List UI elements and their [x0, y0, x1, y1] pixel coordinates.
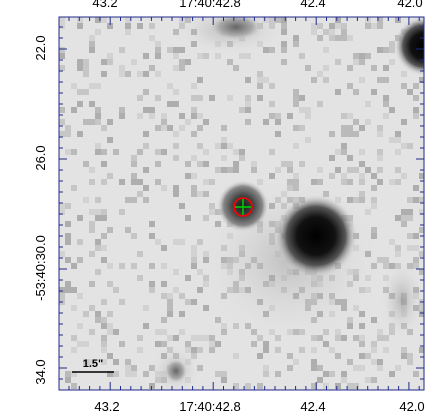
- target-cross-marker: [235, 199, 251, 215]
- x-tick-label-top: 43.2: [92, 0, 117, 10]
- faint-source: [380, 260, 424, 340]
- x-tick-label: 43.2: [94, 399, 119, 414]
- x-tick-label: 42.0: [399, 399, 424, 414]
- bright-source: [274, 194, 358, 278]
- faint-source: [208, 17, 264, 41]
- faint-source: [164, 358, 188, 384]
- x-tick-label-top: 17:40:42.8: [179, 0, 240, 10]
- y-tick-label: 34.0: [33, 359, 48, 384]
- sky-image: [59, 17, 424, 390]
- x-tick-label: 17:40:42.8: [179, 399, 240, 414]
- x-tick-label: 42.4: [300, 399, 325, 414]
- scale-bar-label: 1.5": [83, 358, 104, 370]
- y-tick-label: 26.0: [33, 145, 48, 170]
- x-tick-label-top: 42.0: [397, 0, 422, 10]
- y-tick-label: -53:40:30.0: [33, 235, 48, 301]
- edge-source: [394, 17, 424, 76]
- y-tick-label: 22.0: [33, 35, 48, 60]
- target-circle-marker: [233, 197, 253, 217]
- x-tick-label-top: 42.4: [300, 0, 325, 10]
- axis-ticks: [59, 17, 424, 390]
